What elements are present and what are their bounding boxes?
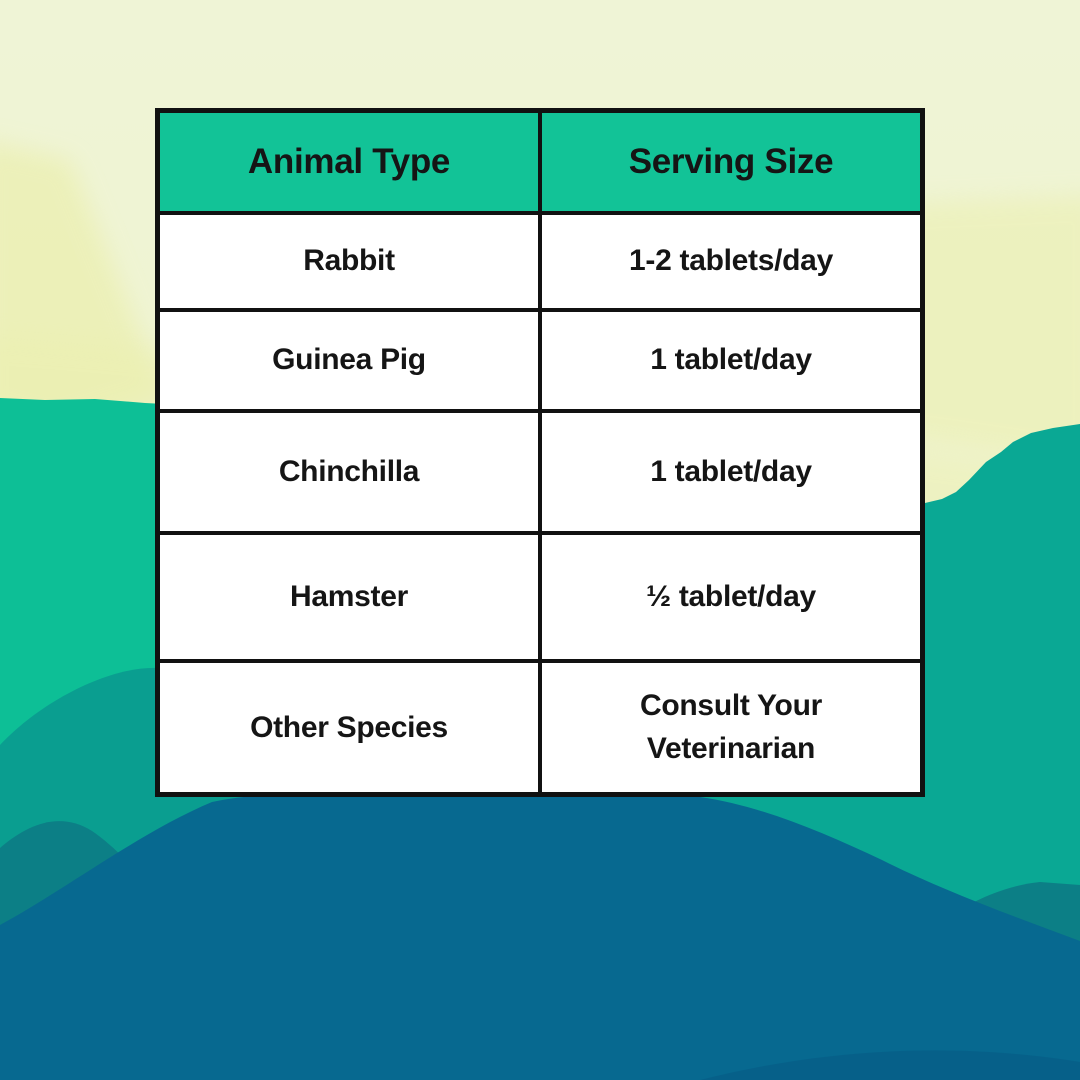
bg-layer-blue-mountain <box>0 794 1080 1080</box>
table-row: Hamster ½ tablet/day <box>155 530 925 663</box>
serving-cell-rabbit: 1-2 tablets/day <box>538 210 925 312</box>
column-header-animal-type: Animal Type <box>155 108 542 215</box>
serving-cell-chinchilla: 1 tablet/day <box>538 408 925 535</box>
serving-cell-other-species: Consult Your Veterinarian <box>538 658 925 797</box>
table-row: Rabbit 1-2 tablets/day <box>155 210 925 312</box>
table-header-row: Animal Type Serving Size <box>155 108 925 215</box>
animal-cell-hamster: Hamster <box>155 530 542 663</box>
table-row: Chinchilla 1 tablet/day <box>155 408 925 535</box>
table-row: Other Species Consult Your Veterinarian <box>155 658 925 797</box>
animal-cell-guinea-pig: Guinea Pig <box>155 307 542 413</box>
animal-cell-rabbit: Rabbit <box>155 210 542 312</box>
dosage-table-body: Rabbit 1-2 tablets/day Guinea Pig 1 tabl… <box>155 210 925 797</box>
table-row: Guinea Pig 1 tablet/day <box>155 307 925 413</box>
animal-cell-chinchilla: Chinchilla <box>155 408 542 535</box>
animal-cell-other-species: Other Species <box>155 658 542 797</box>
dosage-table: Animal Type Serving Size Rabbit 1-2 tabl… <box>155 108 925 797</box>
serving-cell-guinea-pig: 1 tablet/day <box>538 307 925 413</box>
bg-layer-blue-wave <box>700 1050 1080 1080</box>
serving-cell-hamster: ½ tablet/day <box>538 530 925 663</box>
dosage-table-header: Animal Type Serving Size <box>155 108 925 215</box>
column-header-serving-size: Serving Size <box>538 108 925 215</box>
